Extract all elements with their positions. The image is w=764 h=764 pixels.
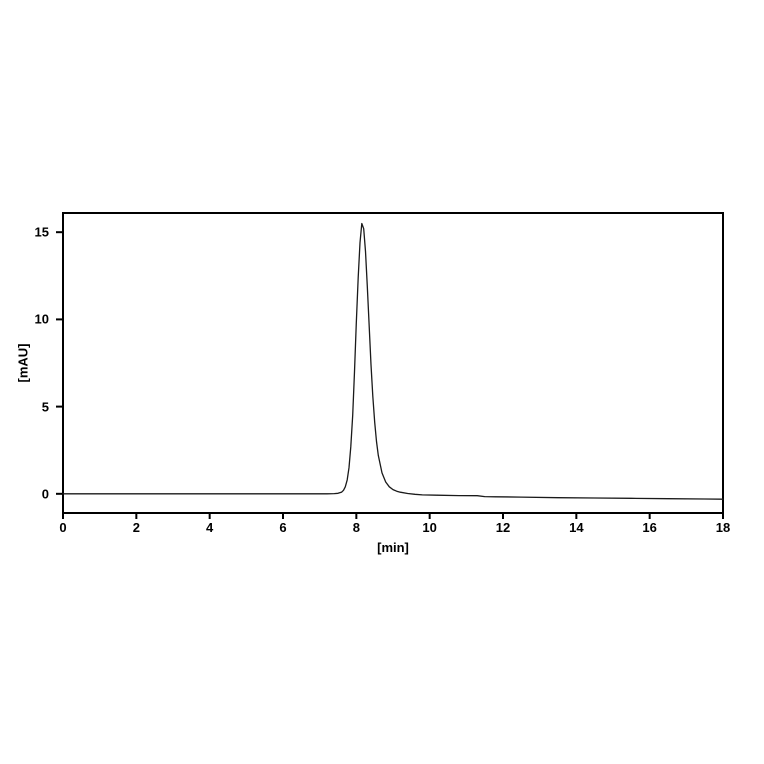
x-tick-label: 16 xyxy=(642,520,657,535)
axis-ticks xyxy=(56,231,724,519)
x-tick-label: 6 xyxy=(279,520,287,535)
x-tick-label: 4 xyxy=(206,520,214,535)
x-tick-label: 0 xyxy=(59,520,67,535)
x-tick-label: 12 xyxy=(495,520,511,535)
y-tick-label: 5 xyxy=(41,399,49,415)
y-tick-label: 10 xyxy=(34,311,49,327)
signal-trace xyxy=(62,222,724,500)
x-tick-label: 2 xyxy=(132,520,140,535)
plot-border xyxy=(62,212,724,514)
y-axis-label: [mAU] xyxy=(15,343,31,383)
x-tick-label: 14 xyxy=(569,520,584,535)
x-axis-label: [min] xyxy=(377,540,409,555)
x-tick-label: 10 xyxy=(422,520,437,535)
y-tick-label: 0 xyxy=(41,486,49,502)
x-tick-label: 18 xyxy=(715,520,731,535)
x-tick-label: 8 xyxy=(352,520,360,535)
y-tick-label: 15 xyxy=(34,224,49,240)
